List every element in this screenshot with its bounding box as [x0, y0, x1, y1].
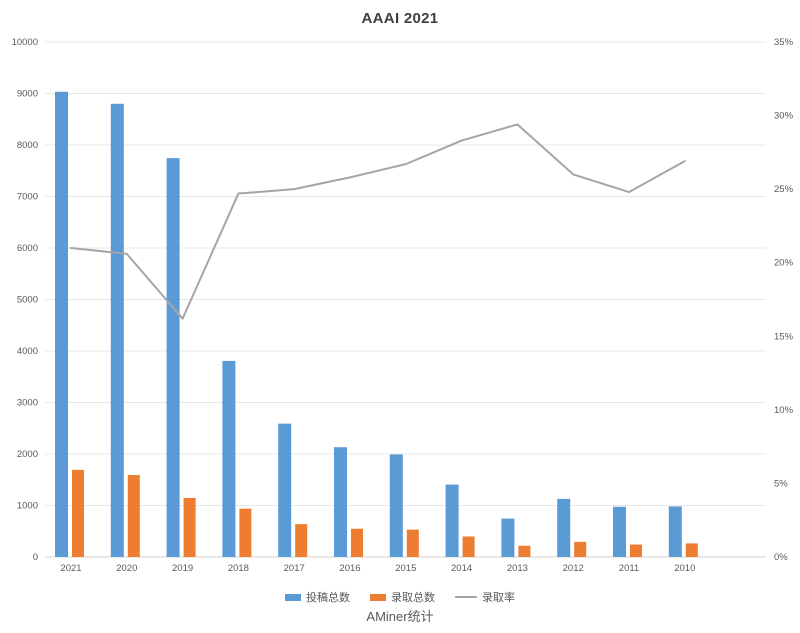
- x-axis-category-label: 2018: [228, 563, 249, 574]
- left-axis-tick-label: 1000: [17, 501, 38, 512]
- left-axis-tick-label: 0: [33, 552, 38, 563]
- right-axis-tick-label: 15%: [774, 331, 794, 342]
- bar-submissions-2017: [278, 423, 292, 557]
- left-axis-tick-label: 5000: [17, 295, 38, 306]
- bar-submissions-2014: [445, 484, 459, 557]
- bar-accepted-2021: [72, 469, 84, 557]
- bar-accepted-2017: [295, 524, 308, 557]
- left-axis-tick-label: 4000: [17, 346, 38, 357]
- bar-accepted-2018: [239, 508, 252, 557]
- legend-label: 投稿总数: [306, 592, 350, 604]
- legend-item-rate: 录取率: [455, 589, 515, 605]
- left-axis-tick-label: 3000: [17, 398, 38, 409]
- bar-submissions-2010: [668, 506, 682, 557]
- bar-accepted-2014: [462, 536, 475, 557]
- x-axis-category-label: 2021: [60, 563, 81, 574]
- right-axis-tick-label: 20%: [774, 258, 794, 269]
- acceptance-rate-line: [70, 123, 686, 320]
- bar-submissions-2013: [501, 518, 515, 557]
- bar-submissions-2015: [389, 454, 403, 557]
- right-axis-tick-label: 5%: [774, 478, 788, 489]
- bar-accepted-2011: [630, 544, 642, 557]
- x-axis-category-label: 2016: [339, 563, 360, 574]
- x-axis-category-label: 2014: [451, 563, 472, 574]
- legend-label: 录取总数: [391, 592, 435, 604]
- left-axis-tick-label: 9000: [17, 89, 38, 100]
- bar-accepted-2015: [406, 529, 419, 557]
- x-axis-category-label: 2015: [395, 563, 416, 574]
- right-axis-tick-label: 25%: [774, 184, 794, 195]
- bar-accepted-2020: [127, 475, 140, 557]
- accepted-swatch-icon: [370, 593, 386, 601]
- bar-accepted-2019: [183, 497, 196, 557]
- source-caption: AMiner统计: [366, 609, 434, 624]
- left-axis-tick-label: 8000: [17, 140, 38, 151]
- left-axis-tick-label: 7000: [17, 192, 38, 203]
- x-axis-category-label: 2019: [172, 563, 193, 574]
- bar-submissions-2021: [55, 91, 68, 558]
- bar-submissions-2019: [166, 158, 180, 557]
- x-axis-category-label: 2020: [116, 563, 137, 574]
- right-axis-tick-label: 0%: [774, 552, 788, 563]
- x-axis-category-label: 2017: [284, 563, 305, 574]
- legend-item-accepted: 录取总数: [370, 589, 435, 605]
- left-axis-tick-label: 2000: [17, 449, 38, 460]
- submissions-swatch-icon: [285, 593, 301, 601]
- bar-submissions-2012: [557, 498, 571, 557]
- left-axis-tick-label: 10000: [12, 37, 38, 48]
- legend-item-submissions: 投稿总数: [285, 589, 350, 605]
- x-axis-category-label: 2010: [674, 563, 695, 574]
- bar-accepted-2016: [351, 528, 363, 557]
- right-axis-tick-label: 35%: [774, 37, 794, 48]
- left-axis-tick-label: 6000: [17, 243, 38, 254]
- bar-accepted-2010: [685, 543, 698, 557]
- chart-title: AAAI 2021: [361, 10, 439, 27]
- x-axis-category-label: 2012: [563, 563, 584, 574]
- bar-submissions-2016: [334, 447, 347, 557]
- x-axis-category-label: 2013: [507, 563, 528, 574]
- legend-label: 录取率: [482, 592, 515, 604]
- bar-submissions-2020: [110, 103, 124, 558]
- x-axis-category-label: 2011: [619, 563, 639, 574]
- bar-submissions-2011: [613, 506, 626, 557]
- rate-line-swatch-icon: [455, 596, 477, 598]
- bar-accepted-2012: [574, 541, 587, 557]
- right-axis-tick-label: 10%: [774, 405, 794, 416]
- legend: 投稿总数 录取总数 录取率: [0, 588, 800, 606]
- right-axis-tick-label: 30%: [774, 111, 794, 122]
- bar-accepted-2013: [518, 545, 531, 557]
- bar-submissions-2018: [222, 360, 236, 557]
